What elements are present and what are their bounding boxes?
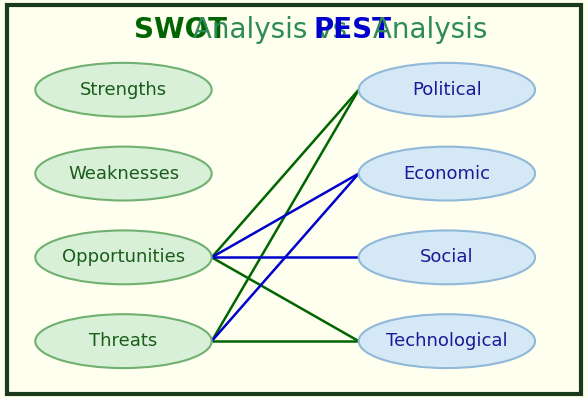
Ellipse shape — [359, 147, 535, 201]
FancyBboxPatch shape — [7, 5, 581, 394]
Ellipse shape — [359, 63, 535, 117]
Text: Analysis vs: Analysis vs — [184, 16, 356, 44]
Text: Opportunities: Opportunities — [62, 248, 185, 267]
Ellipse shape — [35, 231, 212, 284]
Text: Economic: Economic — [403, 164, 490, 183]
Text: SWOT: SWOT — [134, 16, 227, 44]
Ellipse shape — [35, 63, 212, 117]
Ellipse shape — [359, 231, 535, 284]
Text: Analysis: Analysis — [364, 16, 487, 44]
Text: Weaknesses: Weaknesses — [68, 164, 179, 183]
Text: Technological: Technological — [386, 332, 507, 350]
Text: Political: Political — [412, 81, 482, 99]
Text: PEST: PEST — [314, 16, 392, 44]
Ellipse shape — [359, 314, 535, 368]
Text: Strengths: Strengths — [80, 81, 167, 99]
Ellipse shape — [35, 314, 212, 368]
Text: Threats: Threats — [89, 332, 158, 350]
Text: Social: Social — [420, 248, 474, 267]
Ellipse shape — [35, 147, 212, 201]
